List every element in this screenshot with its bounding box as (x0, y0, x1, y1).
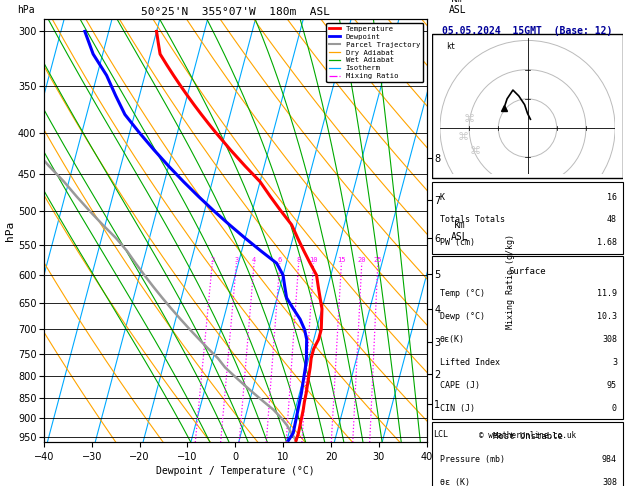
Bar (432, 256, 623, 419)
Text: © weatheronline.co.uk: © weatheronline.co.uk (479, 431, 576, 440)
Text: θε (K): θε (K) (440, 478, 470, 486)
Text: 48: 48 (607, 215, 617, 225)
Text: 2: 2 (210, 257, 214, 263)
Text: 16: 16 (607, 192, 617, 202)
Text: LCL: LCL (433, 431, 448, 439)
Text: 308: 308 (602, 335, 617, 344)
Text: CIN (J): CIN (J) (440, 403, 475, 413)
Bar (432, 182, 623, 254)
Text: 11.9: 11.9 (597, 289, 617, 298)
Text: 15: 15 (337, 257, 346, 263)
Text: CAPE (J): CAPE (J) (440, 381, 480, 390)
Text: 3: 3 (234, 257, 238, 263)
Text: hPa: hPa (17, 5, 35, 15)
Bar (432, 421, 623, 486)
Text: Mixing Ratio (g/kg): Mixing Ratio (g/kg) (506, 234, 515, 329)
Text: 10: 10 (309, 257, 318, 263)
Text: Pressure (mb): Pressure (mb) (440, 455, 505, 464)
Y-axis label: hPa: hPa (5, 221, 15, 241)
Text: 308: 308 (602, 478, 617, 486)
Legend: Temperature, Dewpoint, Parcel Trajectory, Dry Adiabat, Wet Adiabat, Isotherm, Mi: Temperature, Dewpoint, Parcel Trajectory… (326, 23, 423, 82)
Text: 95: 95 (607, 381, 617, 390)
Text: 3: 3 (612, 358, 617, 367)
Text: Most Unstable: Most Unstable (493, 432, 562, 441)
Text: 1.68: 1.68 (597, 238, 617, 247)
Text: 4: 4 (252, 257, 256, 263)
Text: 25: 25 (374, 257, 382, 263)
Text: 10.3: 10.3 (597, 312, 617, 321)
Text: km
ASL: km ASL (448, 0, 466, 15)
Bar (432, 34, 623, 178)
Title: 50°25'N  355°07'W  180m  ASL: 50°25'N 355°07'W 180m ASL (141, 7, 330, 17)
Text: 20: 20 (357, 257, 366, 263)
Text: K: K (440, 192, 445, 202)
Text: 8: 8 (296, 257, 301, 263)
Text: 05.05.2024  15GMT  (Base: 12): 05.05.2024 15GMT (Base: 12) (442, 26, 613, 36)
Text: Totals Totals: Totals Totals (440, 215, 505, 225)
Text: PW (cm): PW (cm) (440, 238, 475, 247)
Y-axis label: km
ASL: km ASL (451, 220, 469, 242)
Text: Surface: Surface (509, 266, 547, 276)
Text: 984: 984 (602, 455, 617, 464)
Text: Lifted Index: Lifted Index (440, 358, 500, 367)
Text: Temp (°C): Temp (°C) (440, 289, 485, 298)
Text: θε(K): θε(K) (440, 335, 465, 344)
X-axis label: Dewpoint / Temperature (°C): Dewpoint / Temperature (°C) (156, 466, 314, 476)
Text: Dewp (°C): Dewp (°C) (440, 312, 485, 321)
Text: 6: 6 (277, 257, 282, 263)
Text: 0: 0 (612, 403, 617, 413)
